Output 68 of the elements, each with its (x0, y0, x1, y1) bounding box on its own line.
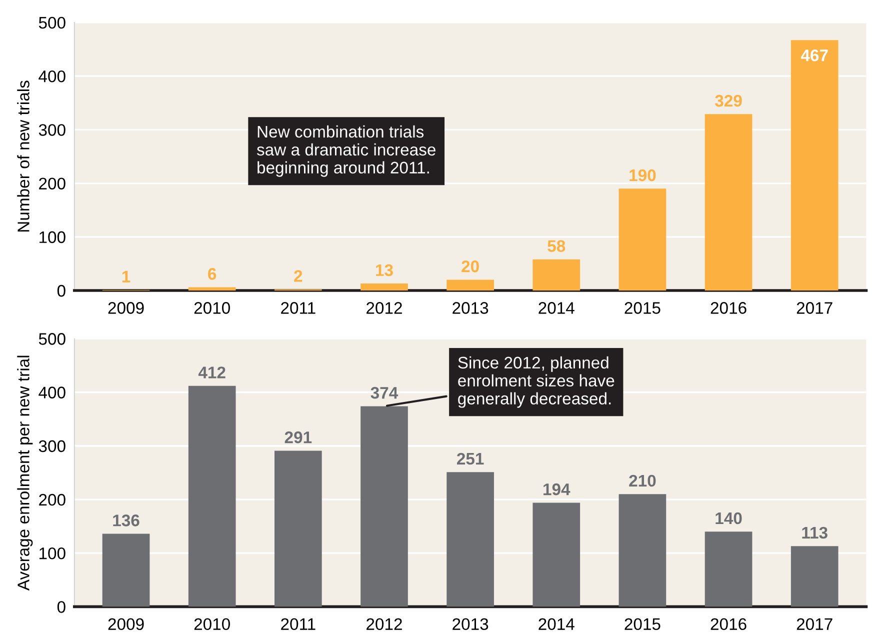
x-tick-label: 2012 (366, 618, 402, 630)
bar (704, 114, 752, 291)
y-tick-label: 200 (39, 494, 66, 506)
x-tick-label: 2015 (624, 618, 660, 630)
bar (532, 502, 580, 607)
data-label: 20 (462, 260, 479, 272)
x-tick-label: 2016 (710, 618, 746, 630)
x-tick-label: 2012 (366, 302, 402, 314)
bar (274, 450, 322, 607)
x-tick-label: 2010 (194, 302, 230, 314)
y-tick-label: 0 (57, 284, 66, 297)
bar (188, 287, 236, 291)
annotation: New combination trials saw a dramatic increase beginning around 2011. (256, 125, 436, 177)
x-tick-label: 2011 (281, 302, 316, 314)
y-axis-title: Average enrolment per new trial (17, 356, 33, 591)
data-label: 467 (800, 50, 828, 62)
y-axis-title: Number of new trials (17, 80, 30, 232)
data-label: 6 (208, 268, 216, 280)
bar (360, 406, 408, 607)
x-tick-label: 2009 (108, 618, 144, 630)
data-label: 13 (376, 264, 393, 276)
data-label: 136 (113, 514, 140, 526)
bar (618, 188, 666, 291)
x-tick-label: 2010 (194, 618, 230, 630)
data-label: 190 (630, 169, 656, 182)
y-tick-label: 500 (38, 333, 66, 345)
x-tick-label: 2015 (624, 302, 660, 314)
y-tick-label: 400 (38, 70, 66, 82)
y-tick-label: 500 (38, 16, 66, 29)
data-label: 329 (715, 94, 742, 107)
data-label: 58 (548, 240, 566, 252)
y-tick-label: 400 (38, 386, 66, 398)
bar (446, 280, 494, 291)
x-tick-label: 2017 (796, 618, 832, 630)
bar (102, 534, 150, 607)
data-label: 412 (198, 366, 226, 378)
bar (188, 386, 236, 607)
bar (360, 284, 408, 291)
data-label: 194 (544, 483, 570, 496)
x-tick-label: 2011 (281, 618, 316, 630)
x-tick-label: 2009 (108, 302, 144, 314)
data-label: 113 (802, 526, 828, 539)
bar (704, 532, 752, 607)
x-tick-label: 2014 (538, 302, 574, 314)
y-tick-label: 200 (39, 178, 66, 190)
annotation: Since 2012, planned enrolment sizes have generally decreased. (458, 356, 614, 408)
bar (446, 472, 494, 607)
x-tick-label: 2016 (710, 302, 746, 314)
y-tick-label: 300 (38, 440, 66, 452)
bar (532, 259, 580, 291)
data-label: 374 (370, 386, 398, 399)
x-tick-label: 2013 (452, 302, 488, 314)
data-label: 291 (284, 431, 312, 444)
bar (790, 40, 838, 291)
data-label: 210 (629, 474, 656, 487)
bar (790, 546, 838, 607)
x-tick-label: 2017 (796, 302, 832, 314)
y-tick-label: 0 (57, 601, 66, 613)
y-tick-label: 100 (40, 231, 66, 244)
data-label: 1 (122, 270, 130, 282)
data-label: 140 (716, 512, 742, 524)
y-tick-label: 300 (38, 124, 66, 136)
data-label: 2 (294, 270, 302, 282)
data-label: 251 (456, 452, 484, 465)
bar (618, 494, 666, 607)
y-tick-label: 100 (40, 547, 66, 560)
x-tick-label: 2013 (452, 618, 488, 630)
x-tick-label: 2014 (538, 618, 574, 630)
